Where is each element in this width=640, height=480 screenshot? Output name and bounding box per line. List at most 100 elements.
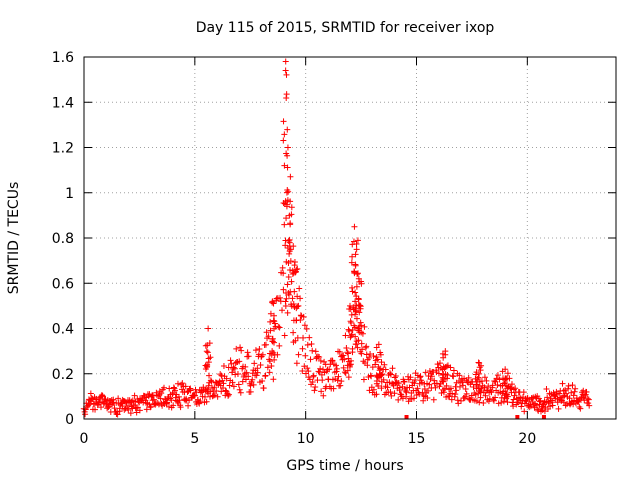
data-point bbox=[575, 398, 582, 405]
data-point bbox=[170, 384, 177, 391]
data-point bbox=[294, 265, 301, 272]
data-point bbox=[401, 378, 408, 385]
data-point bbox=[242, 363, 249, 370]
data-point bbox=[470, 384, 477, 391]
data-point bbox=[281, 131, 288, 138]
data-point bbox=[351, 223, 358, 230]
data-point bbox=[477, 394, 484, 401]
data-point bbox=[285, 291, 292, 298]
data-point bbox=[476, 364, 483, 371]
data-point bbox=[381, 361, 388, 368]
data-point bbox=[284, 126, 291, 133]
y-tick-label: 1.2 bbox=[52, 141, 74, 157]
data-point bbox=[442, 375, 449, 382]
data-point bbox=[345, 326, 352, 333]
data-point bbox=[585, 396, 592, 403]
data-point bbox=[271, 325, 278, 332]
data-point bbox=[476, 370, 483, 377]
data-point bbox=[499, 382, 506, 389]
data-point bbox=[263, 329, 270, 336]
data-point bbox=[259, 351, 266, 358]
data-point bbox=[147, 404, 154, 411]
data-point bbox=[269, 348, 276, 355]
data-point bbox=[287, 266, 294, 273]
data-point bbox=[239, 378, 246, 385]
data-point bbox=[175, 393, 182, 400]
data-point bbox=[439, 366, 446, 373]
data-point bbox=[442, 348, 449, 355]
data-point bbox=[543, 385, 550, 392]
data-point bbox=[360, 376, 367, 383]
data-point bbox=[373, 377, 380, 384]
data-point bbox=[279, 307, 286, 314]
data-point bbox=[534, 406, 541, 413]
data-point bbox=[131, 392, 138, 399]
data-point bbox=[407, 374, 414, 381]
data-point bbox=[197, 398, 204, 405]
data-point bbox=[164, 399, 171, 406]
baseline-marker bbox=[404, 415, 409, 419]
data-point bbox=[368, 373, 375, 380]
data-point bbox=[370, 386, 377, 393]
data-point bbox=[177, 404, 184, 411]
data-points bbox=[80, 58, 593, 419]
data-point bbox=[560, 399, 567, 406]
data-point bbox=[294, 293, 301, 300]
data-point bbox=[284, 281, 291, 288]
data-point bbox=[228, 360, 235, 367]
data-point bbox=[176, 397, 183, 404]
data-point bbox=[448, 396, 455, 403]
data-point bbox=[98, 391, 105, 398]
data-point bbox=[284, 152, 291, 159]
data-point bbox=[280, 118, 287, 125]
data-point bbox=[191, 392, 198, 399]
data-point bbox=[235, 381, 242, 388]
data-point bbox=[233, 345, 240, 352]
data-point bbox=[480, 400, 487, 407]
data-point bbox=[462, 385, 469, 392]
data-point bbox=[266, 369, 273, 376]
data-point bbox=[387, 371, 394, 378]
data-point bbox=[242, 376, 249, 383]
data-point bbox=[349, 253, 356, 260]
data-point bbox=[284, 164, 291, 171]
data-point bbox=[293, 305, 300, 312]
data-point bbox=[353, 341, 360, 348]
data-point bbox=[580, 387, 587, 394]
data-point bbox=[230, 364, 237, 371]
data-point bbox=[367, 372, 374, 379]
data-point bbox=[352, 311, 359, 318]
data-point bbox=[182, 383, 189, 390]
data-point bbox=[450, 373, 457, 380]
data-point bbox=[386, 379, 393, 386]
data-point bbox=[348, 311, 355, 318]
data-point bbox=[354, 270, 361, 277]
data-point bbox=[84, 403, 91, 410]
data-point bbox=[179, 380, 186, 387]
data-point bbox=[271, 318, 278, 325]
data-point bbox=[292, 337, 299, 344]
data-point bbox=[305, 368, 312, 375]
data-point bbox=[544, 394, 551, 401]
data-point bbox=[425, 387, 432, 394]
data-point bbox=[583, 388, 590, 395]
data-point bbox=[129, 397, 136, 404]
data-point bbox=[280, 270, 287, 277]
data-point bbox=[453, 387, 460, 394]
data-point bbox=[308, 341, 315, 348]
data-point bbox=[155, 401, 162, 408]
data-point bbox=[390, 382, 397, 389]
data-point bbox=[225, 364, 232, 371]
data-point bbox=[350, 238, 357, 245]
data-point bbox=[289, 295, 296, 302]
data-point bbox=[482, 392, 489, 399]
data-point bbox=[170, 402, 177, 409]
data-point bbox=[288, 204, 295, 211]
data-point bbox=[493, 375, 500, 382]
data-point bbox=[382, 366, 389, 373]
data-point bbox=[414, 385, 421, 392]
data-point bbox=[442, 371, 449, 378]
data-point bbox=[353, 315, 360, 322]
data-point bbox=[166, 385, 173, 392]
data-point bbox=[185, 402, 192, 409]
